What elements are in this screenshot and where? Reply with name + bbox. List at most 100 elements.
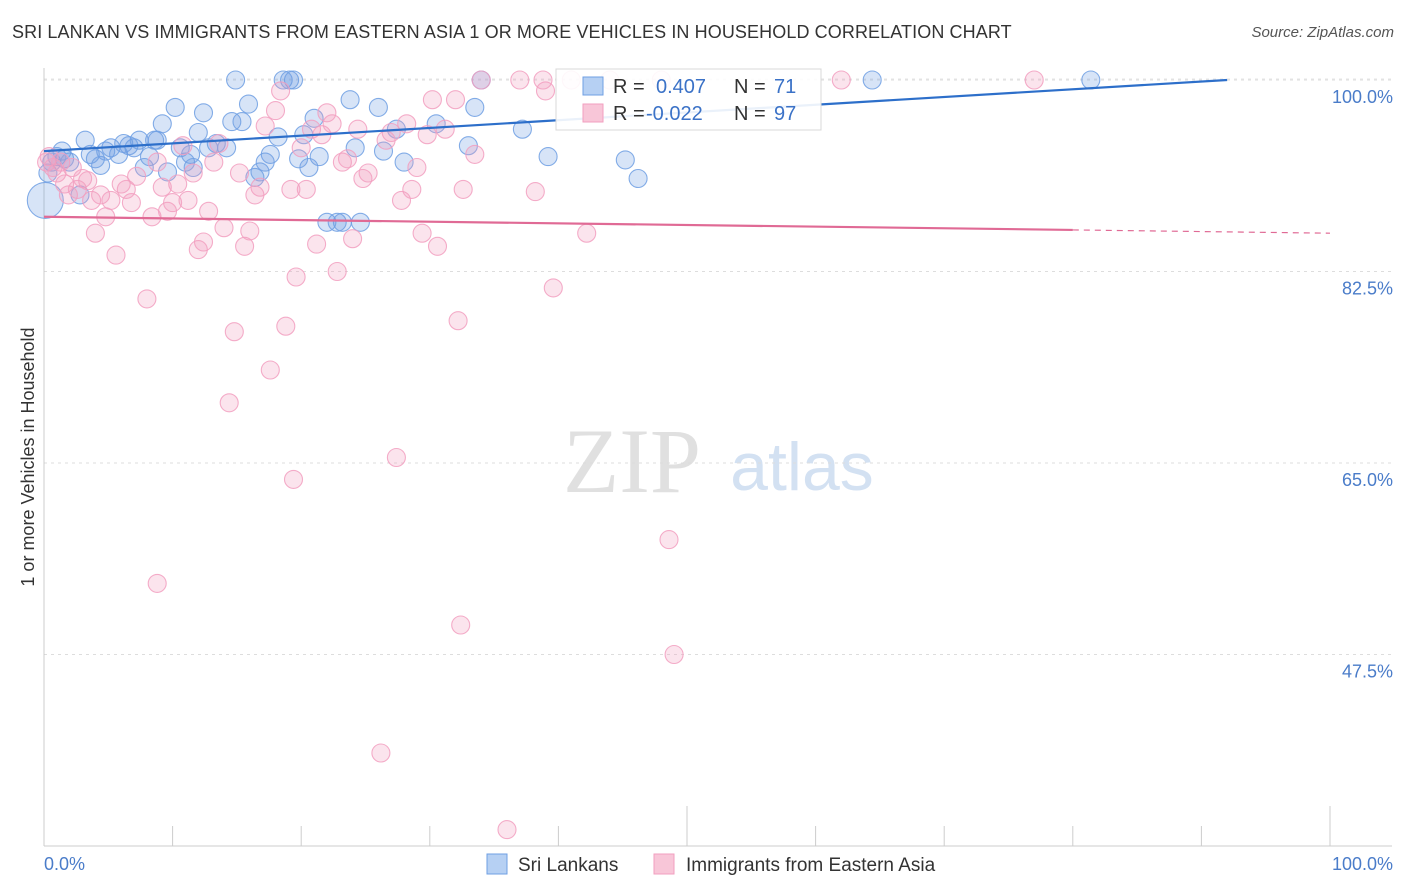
point-eastern-asia-75 [417,125,437,145]
point-eastern-asia-52 [291,138,311,158]
trend-eastern-asia-line [43,215,1073,232]
point-eastern-asia-37 [219,393,239,413]
point-eastern-asia-17 [111,174,131,194]
point-eastern-asia-85 [497,820,517,840]
point-eastern-asia-86 [510,70,530,90]
point-sri-lankans-36 [226,70,246,90]
chart-source: Source: ZipAtlas.com [1251,24,1394,41]
point-sri-lankans-23 [152,114,172,134]
x-tick-label-min: 0.0% [44,854,85,874]
point-sri-lankans-30 [188,122,208,143]
point-eastern-asia-89 [535,81,556,101]
point-eastern-asia-45 [260,360,280,380]
point-eastern-asia-99 [147,573,167,593]
point-sri-lankans-54 [332,212,352,232]
point-eastern-asia-83 [465,144,485,164]
point-sri-lankans-56 [345,138,365,158]
legend-label-sri-lankans[interactable]: Sri Lankans [518,855,618,876]
point-eastern-asia-77 [427,236,448,256]
point-eastern-asia-48 [276,316,296,336]
point-eastern-asia-30 [183,163,203,183]
point-eastern-asia-28 [173,136,193,156]
point-sri-lankans-42 [260,144,280,164]
point-sri-lankans-59 [373,141,394,161]
watermark-zip: ZIP [563,410,701,512]
legend-swatch-sri-lankans[interactable] [486,853,508,875]
point-eastern-asia-38 [224,322,244,342]
point-eastern-asia-73 [407,157,427,178]
stats-swatch-eastern-asia [582,103,604,123]
point-eastern-asia-69 [386,447,406,468]
point-eastern-asia-63 [348,119,368,139]
stats-n-label-1: N = [734,76,766,98]
point-eastern-asia-92 [577,223,597,243]
gridlines [44,78,1392,655]
point-sri-lankans-53 [327,212,347,232]
point-sri-lankans-52 [317,212,337,232]
point-eastern-asia-34 [204,152,224,172]
point-eastern-asia-16 [106,245,126,265]
point-eastern-asia-72 [402,179,422,199]
point-eastern-asia-47 [271,81,291,101]
point-sri-lankans-69 [628,168,648,189]
point-eastern-asia-51 [286,267,306,287]
point-eastern-asia-79 [445,90,466,110]
point-eastern-asia-57 [317,103,337,123]
point-eastern-asia-24 [152,177,172,197]
point-eastern-asia-35 [209,133,229,154]
point-sri-lankans-37 [232,112,252,132]
point-sri-lankans-55 [340,90,360,110]
series-eastern-asia-points [37,70,1044,840]
y-tick-label-1: 82.5% [1342,279,1393,299]
point-eastern-asia-96 [664,644,684,665]
stats-n-value-1: 71 [774,76,796,98]
point-sri-lankans-67 [538,147,558,167]
point-eastern-asia-6 [58,185,78,205]
point-sri-lankans-71 [1081,70,1101,90]
stats-swatch-sri-lankans [582,76,604,96]
point-eastern-asia-60 [332,152,352,172]
point-sri-lankans-22 [147,130,167,150]
point-eastern-asia-78 [435,119,455,139]
chart-title: SRI LANKAN VS IMMIGRANTS FROM EASTERN AS… [12,22,1012,42]
legend-label-eastern-asia[interactable]: Immigrants from Eastern Asia [686,855,936,876]
y-tick-label-3: 47.5% [1342,662,1393,682]
point-eastern-asia-19 [121,193,141,213]
point-sri-lankans-70 [862,70,882,90]
y-tick-labels: 100.0% 82.5% 65.0% 47.5% [1332,87,1393,682]
point-eastern-asia-44 [255,116,275,136]
point-eastern-asia-62 [343,229,363,249]
point-sri-lankans-29 [183,157,203,178]
point-eastern-asia-74 [412,223,432,243]
point-eastern-asia-50 [283,469,304,489]
point-eastern-asia-81 [451,615,471,635]
point-eastern-asia-15 [101,190,121,210]
axes [43,68,1392,847]
point-eastern-asia-40 [235,236,255,256]
point-eastern-asia-23 [147,152,167,172]
point-eastern-asia-90 [543,278,563,298]
watermark-atlas: atlas [730,429,874,505]
point-eastern-asia-11 [82,190,102,210]
point-eastern-asia-12 [85,223,105,243]
point-eastern-asia-26 [163,193,183,213]
x-ticks [43,806,1331,846]
point-eastern-asia-66 [371,743,391,763]
trend-eastern-asia-dashed [1072,229,1331,234]
point-eastern-asia-97 [831,70,851,90]
bottom-legend: Sri Lankans Immigrants from Eastern Asia [486,853,936,876]
point-eastern-asia-55 [307,234,327,254]
point-eastern-asia-61 [337,149,358,169]
stats-r-value-2: -0.022 [646,103,703,125]
point-eastern-asia-32 [193,232,214,252]
stats-legend: R = 0.407 N = 71 R = -0.022 N = 97 [555,68,822,131]
stats-r-label-1: R = [613,76,645,98]
x-tick-label-max: 100.0% [1332,854,1393,874]
point-eastern-asia-95 [659,530,679,550]
point-eastern-asia-80 [448,311,468,331]
point-sri-lankans-57 [350,212,370,232]
point-sri-lankans-3 [47,147,67,167]
point-sri-lankans-35 [222,112,242,132]
legend-swatch-eastern-asia[interactable] [653,853,675,875]
